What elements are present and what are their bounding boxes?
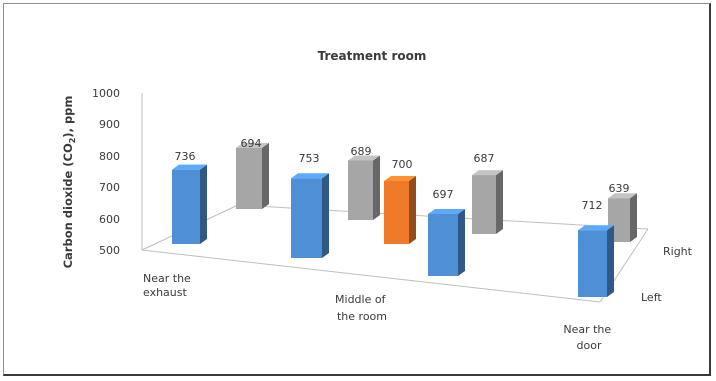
bar-side-face: [607, 225, 614, 297]
y-tick-labels: 500 600 700 800 900 1000: [92, 87, 120, 257]
value-label-left-middle-1: 753: [299, 152, 320, 165]
bar-side-face: [200, 164, 207, 244]
bar-side-face: [458, 208, 465, 276]
category-label-middle-line-2: the room: [337, 310, 387, 323]
bar-right-2: [472, 170, 503, 234]
value-label-right-middle-2: 687: [474, 152, 495, 165]
bar-side-face: [373, 155, 380, 220]
bar-top-face: [172, 164, 207, 170]
bar-front-face: [348, 160, 373, 220]
bar-side-face: [409, 176, 416, 244]
value-label-left-door: 712: [582, 199, 603, 212]
bar-top-face: [291, 173, 329, 179]
category-label-exhaust-line-1: Near the: [143, 272, 191, 285]
bar-front-face: [578, 230, 607, 297]
category-label-middle: Middle of the room: [335, 293, 389, 323]
y-axis-label-subscript: 2: [68, 138, 77, 144]
category-label-exhaust-line-2: exhaust: [143, 286, 187, 299]
category-label-door-line-2: door: [577, 339, 602, 352]
bar-front-face: [384, 181, 409, 244]
bar-top-face: [236, 142, 269, 148]
bar-side-face: [322, 173, 329, 258]
y-axis-label: Carbon dioxide (CO2), ppm: [61, 96, 77, 269]
bar-top-face: [472, 170, 503, 176]
value-label-left-middle-2: 697: [433, 188, 454, 201]
value-labels: 694 689 687 639 736 753 700 697 712: [175, 137, 630, 212]
bar-right-0: [236, 142, 269, 209]
bar-side-face: [630, 193, 637, 242]
bar-left-4: [172, 164, 207, 244]
category-label-exhaust: Near the exhaust: [143, 272, 194, 299]
bar-top-face: [608, 193, 637, 199]
category-label-middle-line-1: Middle of: [335, 293, 387, 306]
bars-group: [172, 142, 637, 297]
bar-left-8: [578, 225, 614, 297]
bar-front-face: [236, 147, 262, 209]
value-label-right-exhaust: 694: [241, 137, 262, 150]
front-floor-edge: [141, 249, 601, 303]
bar-right-1: [348, 155, 380, 220]
bar-top-face: [384, 176, 416, 181]
bar-side-face: [262, 142, 269, 209]
y-axis-label-part-2: ), ppm: [61, 96, 75, 138]
y-tick-800: 800: [99, 150, 120, 163]
bar-side-face: [496, 170, 503, 234]
bar-front-face: [428, 213, 458, 276]
value-label-right-door: 639: [609, 182, 630, 195]
y-tick-700: 700: [99, 181, 120, 194]
bar-left-6: [384, 176, 416, 244]
bar-top-face: [428, 208, 465, 214]
depth-label-right: Right: [663, 245, 693, 258]
value-label-right-middle-1: 689: [351, 145, 372, 158]
category-label-door: Near the door: [563, 323, 614, 352]
value-label-left-exhaust: 736: [175, 150, 196, 163]
y-tick-600: 600: [99, 213, 120, 226]
bar-top-face: [578, 225, 614, 231]
category-labels: Near the exhaust Middle of the room Near…: [143, 272, 614, 352]
bar-front-face: [172, 169, 200, 244]
y-axis-label-part-1: Carbon dioxide (CO: [61, 143, 75, 268]
bar-left-7: [428, 208, 465, 276]
bar-front-face: [472, 175, 496, 234]
y-tick-500: 500: [99, 244, 120, 257]
y-tick-1000: 1000: [92, 87, 120, 100]
value-label-left-middle-orange: 700: [392, 158, 413, 171]
chart-title: Treatment room: [318, 49, 427, 63]
depth-label-left: Left: [641, 291, 662, 304]
category-label-door-line-1: Near the: [563, 323, 611, 336]
bar-top-face: [348, 155, 380, 161]
y-tick-900: 900: [99, 118, 120, 131]
bar-left-5: [291, 173, 329, 258]
bar-front-face: [291, 178, 322, 258]
